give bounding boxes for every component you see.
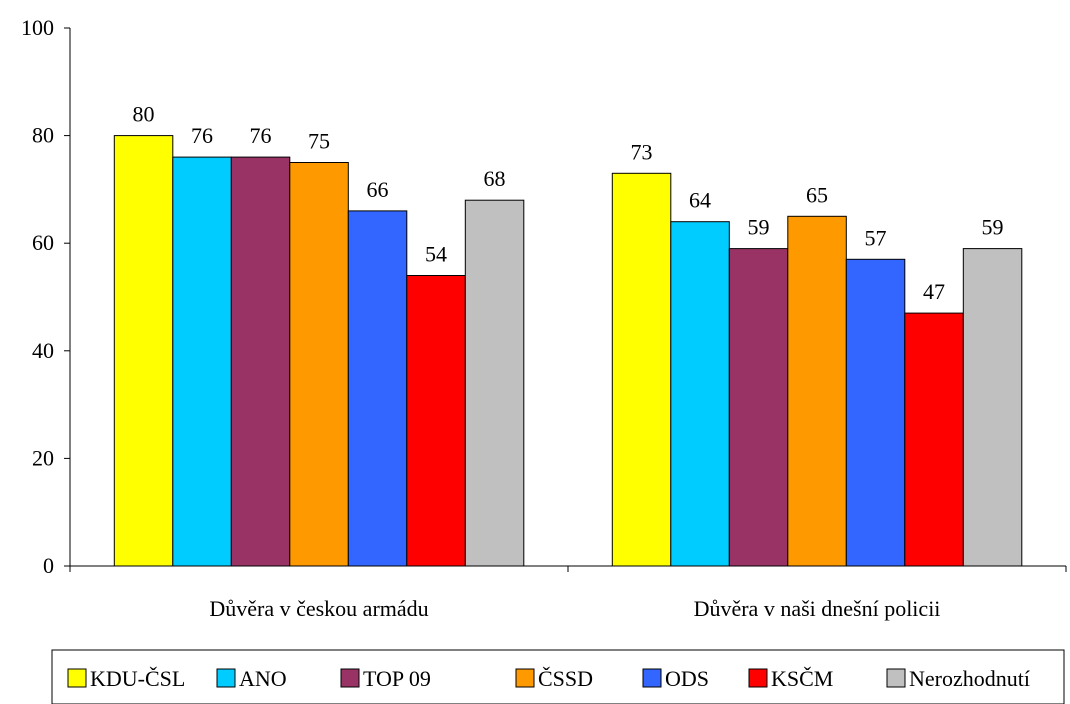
data-label: 54 (425, 242, 447, 267)
data-label: 57 (865, 225, 887, 250)
bar (904, 312, 964, 567)
bar (113, 135, 174, 567)
bar (845, 258, 906, 567)
data-label: 59 (982, 215, 1004, 240)
legend-label: KSČM (771, 666, 833, 691)
data-label: 64 (689, 188, 711, 213)
legend-swatch (748, 668, 768, 688)
data-label: 80 (133, 102, 155, 127)
axes-layer (64, 27, 1067, 572)
data-label: 47 (923, 279, 945, 304)
labels-layer: 80 73 76 64 76 59 75 65 66 57 54 47 68 59 0 20 40 60 80 100… (21, 15, 1004, 621)
legend-swatch (216, 668, 236, 688)
bar (289, 162, 349, 567)
data-label: 65 (806, 182, 828, 207)
bars-layer (113, 135, 1023, 567)
legend-label: ČSSD (538, 666, 593, 691)
legend: KDU-ČSL ANO TOP 09 ČSSD ODS KSČM Nerozhodnutí (51, 649, 1065, 704)
bar (464, 199, 525, 567)
bar (347, 210, 408, 567)
bar (787, 215, 847, 567)
legend-swatch (642, 668, 662, 688)
y-tick-label: 0 (43, 553, 54, 578)
bar (611, 172, 672, 567)
data-label: 73 (631, 139, 653, 164)
y-tick-label: 20 (32, 445, 54, 470)
legend-swatch (340, 668, 360, 688)
data-label: 75 (308, 129, 330, 154)
y-tick-label: 60 (32, 230, 54, 255)
legend-label: KDU-ČSL (90, 666, 185, 691)
x-tick-label: Důvěra v českou armádu (209, 596, 428, 621)
bar (230, 156, 291, 567)
legend-label: ODS (665, 666, 709, 691)
legend-swatch (67, 668, 87, 688)
legend-swatch (515, 668, 535, 688)
bar (406, 275, 466, 567)
legend-label: Nerozhodnutí (909, 666, 1030, 691)
legend-swatch (886, 668, 906, 688)
bar (728, 248, 789, 567)
y-tick-label: 100 (21, 15, 54, 40)
data-label: 68 (484, 166, 506, 191)
bar (670, 221, 730, 567)
y-tick-label: 80 (32, 123, 54, 148)
legend-label: TOP 09 (363, 666, 431, 691)
bar (172, 156, 232, 567)
x-tick-label: Důvěra v naši dnešní policii (694, 596, 941, 621)
data-label: 76 (191, 123, 213, 148)
bar (962, 248, 1023, 567)
data-label: 66 (367, 177, 389, 202)
data-label: 76 (250, 123, 272, 148)
y-tick-label: 40 (32, 338, 54, 363)
legend-label: ANO (239, 666, 287, 691)
data-label: 59 (748, 215, 770, 240)
